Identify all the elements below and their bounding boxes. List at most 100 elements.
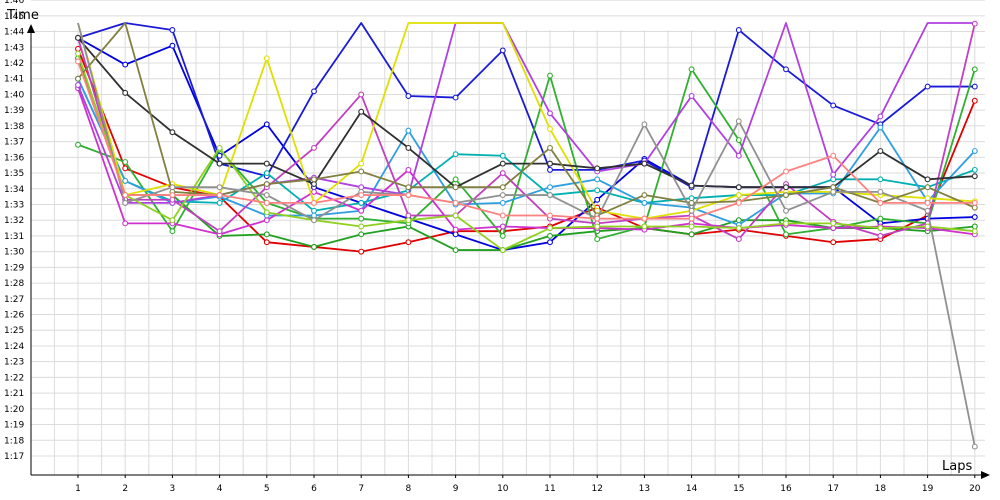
data-point xyxy=(783,184,789,191)
data-point xyxy=(971,223,978,230)
data-point xyxy=(735,236,742,243)
data-point xyxy=(830,184,837,191)
x-tick-label: 14 xyxy=(686,484,698,494)
data-point xyxy=(216,184,223,191)
data-point xyxy=(924,207,931,214)
x-axis-title: Laps xyxy=(942,459,972,474)
series-12 xyxy=(75,34,978,191)
data-point xyxy=(169,217,176,224)
data-point xyxy=(688,93,695,99)
y-tick-label: 1:42 xyxy=(4,59,24,69)
series-15 xyxy=(75,58,978,222)
data-point xyxy=(688,66,695,73)
data-point xyxy=(641,199,648,206)
x-tick-label: 10 xyxy=(497,484,509,494)
series-8 xyxy=(75,22,975,206)
y-tick-label: 1:35 xyxy=(4,169,24,179)
data-point xyxy=(547,184,553,191)
data-point xyxy=(971,66,978,73)
y-tick-label: 1:31 xyxy=(4,232,24,242)
series-line xyxy=(77,22,976,447)
data-point xyxy=(547,225,553,232)
data-point xyxy=(783,220,789,227)
data-point xyxy=(358,91,365,98)
data-point xyxy=(971,83,978,90)
data-point xyxy=(877,199,884,206)
data-point xyxy=(405,239,412,246)
data-point xyxy=(547,232,553,239)
data-point xyxy=(75,82,81,88)
data-point xyxy=(830,220,837,227)
data-point xyxy=(924,184,931,191)
y-tick-label: 1:17 xyxy=(4,452,24,462)
y-tick-label: 1:33 xyxy=(4,200,24,210)
data-point xyxy=(783,168,789,175)
data-point xyxy=(122,192,129,198)
y-tick-label: 1:21 xyxy=(4,389,24,399)
data-point xyxy=(971,166,978,173)
data-point xyxy=(405,144,412,151)
data-point xyxy=(735,199,742,206)
y-tick-label: 1:37 xyxy=(4,138,24,148)
data-point xyxy=(547,212,553,219)
data-point xyxy=(358,231,365,238)
y-tick-label: 1:34 xyxy=(4,185,24,195)
data-point xyxy=(594,176,601,183)
data-point xyxy=(499,232,506,239)
data-point xyxy=(122,199,129,206)
data-point xyxy=(75,45,81,52)
data-point xyxy=(971,20,978,27)
data-point xyxy=(311,199,317,206)
data-point xyxy=(358,248,365,255)
x-tick-labels: 1 2 3 4 5 6 7 8 9 10 11 12 13 14 15 16 17 18 19 20 xyxy=(75,475,981,494)
data-point xyxy=(263,121,270,128)
data-point xyxy=(263,160,270,167)
data-point xyxy=(830,225,837,232)
data-point xyxy=(971,214,978,221)
y-tick-label: 1:46 xyxy=(4,0,24,6)
y-tick-label: 1:43 xyxy=(4,43,24,53)
data-point xyxy=(499,192,506,198)
data-point xyxy=(971,199,978,206)
data-point xyxy=(405,93,412,99)
data-point xyxy=(783,66,789,73)
data-point xyxy=(830,176,837,183)
x-tick-label: 17 xyxy=(827,484,838,494)
data-point xyxy=(877,124,884,131)
data-point xyxy=(311,181,317,187)
data-point xyxy=(499,184,506,191)
series-14 xyxy=(77,22,978,450)
data-point xyxy=(877,188,884,195)
y-axis-title: Time xyxy=(6,8,39,23)
x-tick-label: 12 xyxy=(591,484,602,494)
y-tick-label: 1:28 xyxy=(4,279,24,289)
grid xyxy=(31,0,985,475)
data-point xyxy=(547,144,553,151)
y-tick-label: 1:22 xyxy=(4,373,24,383)
data-point xyxy=(311,188,317,195)
y-tick-label: 1:25 xyxy=(4,326,24,336)
y-tick-label: 1:29 xyxy=(4,263,24,273)
data-point xyxy=(688,182,695,189)
x-tick-label: 16 xyxy=(780,484,792,494)
series-line xyxy=(77,78,976,212)
data-point xyxy=(877,232,884,239)
data-point xyxy=(688,207,695,214)
data-point xyxy=(405,212,412,219)
x-tick-label: 5 xyxy=(264,484,270,494)
data-point xyxy=(263,55,270,62)
data-point xyxy=(499,47,506,54)
x-tick-label: 7 xyxy=(358,484,364,494)
data-point xyxy=(877,113,884,120)
data-point xyxy=(452,176,459,183)
data-point xyxy=(358,184,365,191)
data-point xyxy=(75,75,81,82)
data-point xyxy=(877,176,884,183)
data-point xyxy=(547,166,553,173)
data-point xyxy=(405,184,412,191)
data-point xyxy=(971,97,978,104)
x-tick-label: 9 xyxy=(453,484,459,494)
data-point xyxy=(358,192,365,198)
data-point xyxy=(169,192,176,198)
data-point xyxy=(735,192,742,198)
